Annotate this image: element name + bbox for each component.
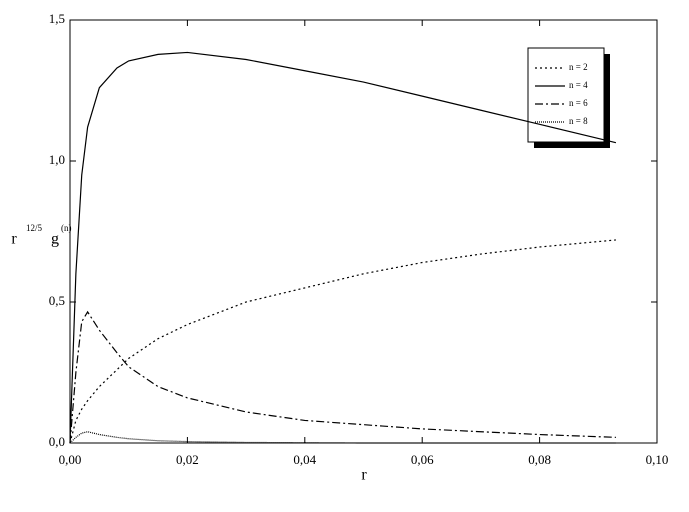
legend-label: n = 4 [569, 80, 588, 90]
x-axis-label: r [361, 467, 367, 484]
y-tick-label: 0,0 [49, 434, 65, 449]
y-axis-label-func-power: (n) [61, 223, 72, 233]
y-axis-label-base: r [11, 231, 17, 248]
y-axis-label-func: g [51, 231, 59, 248]
series-line [69, 51, 617, 444]
y-tick-label: 0,5 [49, 293, 65, 308]
y-tick-label: 1,0 [49, 152, 65, 167]
x-tick-label: 0,06 [411, 452, 434, 467]
x-tick-label: 0,08 [528, 452, 551, 467]
legend-label: n = 6 [569, 98, 588, 108]
y-axis-label-power: 12/5 [26, 223, 43, 233]
series-line [69, 310, 616, 444]
legend-box [527, 47, 605, 143]
legend-label: n = 8 [569, 116, 588, 126]
x-tick-label: 0,04 [293, 452, 316, 467]
x-tick-label: 0,02 [176, 452, 199, 467]
series-line [69, 239, 616, 444]
legend-label: n = 2 [569, 62, 588, 72]
x-tick-label: 0,10 [646, 452, 669, 467]
y-tick-label: 1,5 [49, 11, 65, 26]
x-tick-label: 0,00 [59, 452, 82, 467]
series-line [69, 431, 616, 444]
